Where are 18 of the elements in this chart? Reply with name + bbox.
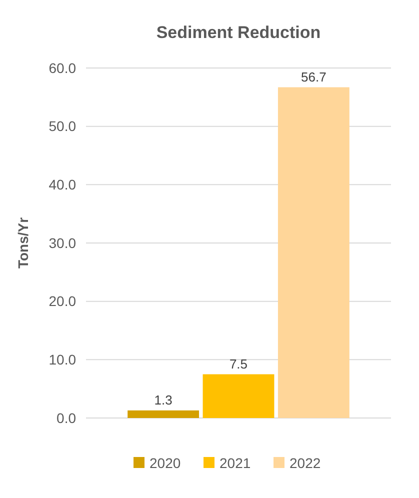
- y-tick-label: 50.0: [48, 118, 76, 134]
- y-axis-title: Tons/Yr: [15, 216, 31, 269]
- data-label: 7.5: [229, 356, 248, 372]
- legend-label: 2020: [150, 454, 181, 471]
- y-tick-label: 20.0: [48, 293, 76, 310]
- data-label: 1.3: [154, 392, 172, 408]
- y-tick-label: 30.0: [48, 234, 76, 251]
- legend-label: 2021: [220, 454, 251, 471]
- data-label: 56.7: [301, 69, 326, 84]
- chart-title: Sediment Reduction: [156, 23, 321, 42]
- bar: [128, 410, 200, 418]
- y-tick-label: 10.0: [48, 352, 76, 368]
- y-tick-label: 0.0: [56, 410, 76, 426]
- legend-label: 2022: [290, 454, 321, 471]
- y-tick-label: 40.0: [48, 176, 76, 193]
- bar: [202, 374, 274, 418]
- bar: [278, 87, 350, 418]
- y-tick-label: 60.0: [48, 60, 76, 76]
